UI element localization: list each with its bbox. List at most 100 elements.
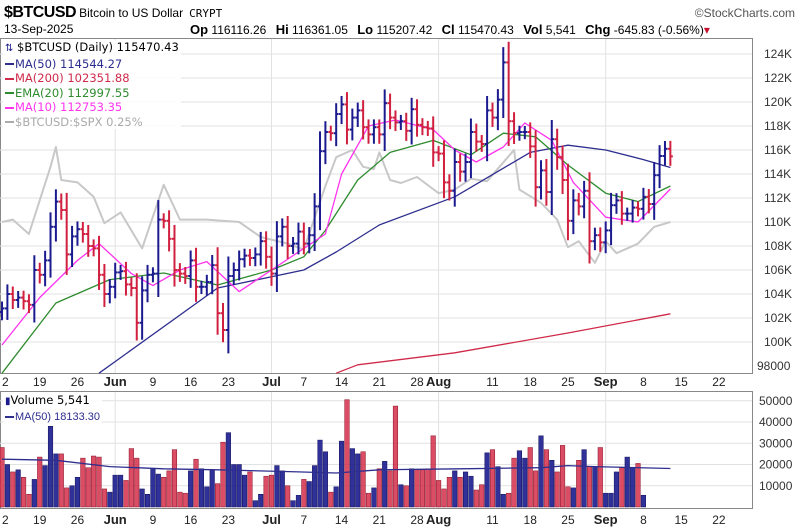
price-bar [425, 120, 431, 136]
volume-bar [619, 467, 625, 508]
volume-bar [430, 435, 436, 508]
price-bar [366, 119, 372, 144]
date-tick-label: Sep [594, 512, 618, 527]
legend-label: MA(50) 114544.27 [15, 56, 123, 71]
volume-bar [91, 455, 97, 508]
date-tick-label: Sep [594, 374, 618, 389]
price-bar [215, 247, 221, 335]
legend-swatch [5, 106, 14, 109]
date-tick-label: 11 [486, 375, 499, 389]
volume-bar [640, 494, 646, 508]
price-bar [150, 267, 156, 283]
date-tick-label: 14 [335, 513, 349, 527]
volume-bar [47, 426, 54, 508]
price-bar [640, 187, 646, 220]
price-legend: ⇅ $BTCUSD (Daily) 115470.43 MA(50) 11454… [3, 40, 181, 129]
volume-bar [306, 481, 312, 508]
price-bar [371, 119, 377, 144]
volume-bar [290, 500, 296, 508]
legend-item-ma200: MA(200) 102351.88 [5, 71, 179, 86]
volume-bar [419, 469, 425, 508]
volume-legend-title: Volume 5,541 [10, 393, 90, 407]
price-bar [166, 210, 172, 252]
price-bar [452, 148, 458, 207]
price-bar [570, 189, 576, 235]
price-tick-label: 116K [764, 143, 791, 157]
date-tick-label: 9 [150, 375, 157, 389]
price-bar [624, 207, 630, 221]
price-tick-label: 108K [764, 239, 792, 253]
date: 13-Sep-2025 [4, 22, 74, 36]
price-bar [128, 277, 134, 297]
volume-bar [376, 468, 382, 508]
symbol[interactable]: $BTCUSD [4, 4, 77, 21]
volume-tick-label: 40000 [759, 415, 793, 429]
date-tick-label: 22 [712, 513, 726, 527]
price-bar [91, 239, 97, 257]
price-bar [53, 189, 59, 242]
price-bar [533, 130, 539, 207]
price-bar [382, 89, 388, 151]
volume-bar [387, 470, 393, 508]
volume-bar [150, 468, 156, 508]
volume-bar [204, 486, 210, 508]
volume-bar [398, 484, 404, 508]
volume-bar [69, 485, 75, 508]
volume-bar [630, 467, 636, 508]
volume-bar [479, 484, 485, 508]
volume-bar [139, 488, 145, 508]
legend-item-ratio: $BTCUSD:$SPX 0.25% [5, 115, 179, 130]
price-bar [182, 267, 188, 284]
date-tick-label: 8 [640, 513, 647, 527]
price-bar [506, 41, 512, 147]
ohlc-summary: Op 116116.26 Hi 116361.05 Lo 115207.42 C… [190, 22, 710, 37]
price-bar [231, 262, 237, 285]
legend-label: EMA(20) 112997.55 [15, 85, 130, 100]
symbol-name: Bitcoin to US Dollar [79, 6, 184, 20]
volume-bar [414, 469, 420, 508]
price-bar [516, 125, 522, 141]
price-bar [274, 221, 280, 292]
price-bar [306, 227, 312, 254]
price-bar [414, 99, 420, 137]
price-bar [188, 250, 194, 288]
price-bar [21, 290, 27, 310]
price-tick-label: 102K [764, 311, 792, 325]
date-tick-label: 9 [150, 513, 157, 527]
price-bar [295, 222, 301, 255]
volume-bar [344, 399, 350, 508]
price-bar [145, 264, 151, 303]
price-bar [339, 96, 345, 125]
price-bar [403, 112, 409, 141]
price-bar [527, 122, 533, 158]
date-tick-label: 18 [524, 513, 538, 527]
brand-logo[interactable]: ©StockCharts.com [694, 6, 795, 20]
price-bar [171, 225, 177, 287]
date-tick-label: 8 [640, 375, 647, 389]
price-bar [479, 135, 485, 152]
volume-bar [328, 491, 334, 508]
volume-bar [452, 470, 458, 508]
volume-bar [560, 445, 566, 508]
ma200-line [335, 313, 671, 374]
volume-bar [489, 449, 496, 508]
price-bar [597, 227, 603, 252]
volume-bar [441, 488, 447, 508]
close-label: Cl [441, 22, 455, 37]
price-bar [543, 159, 549, 206]
price-bar [301, 222, 307, 255]
price-bar [635, 201, 641, 217]
date-tick-label: Jul [262, 374, 281, 389]
low-value: 115207.42 [376, 23, 433, 37]
price-tick-label: 118K [764, 119, 791, 133]
vol-value: 5,541 [545, 23, 576, 37]
price-bar [209, 255, 215, 295]
date-tick-label: Aug [426, 374, 451, 389]
volume-bar [382, 461, 388, 508]
price-bar [441, 140, 447, 199]
price-bar [565, 163, 571, 241]
chart-header: $BTCUSD Bitcoin to US Dollar CRYPT [4, 4, 222, 22]
volume-bar [371, 487, 377, 508]
volume-bar [624, 456, 630, 508]
